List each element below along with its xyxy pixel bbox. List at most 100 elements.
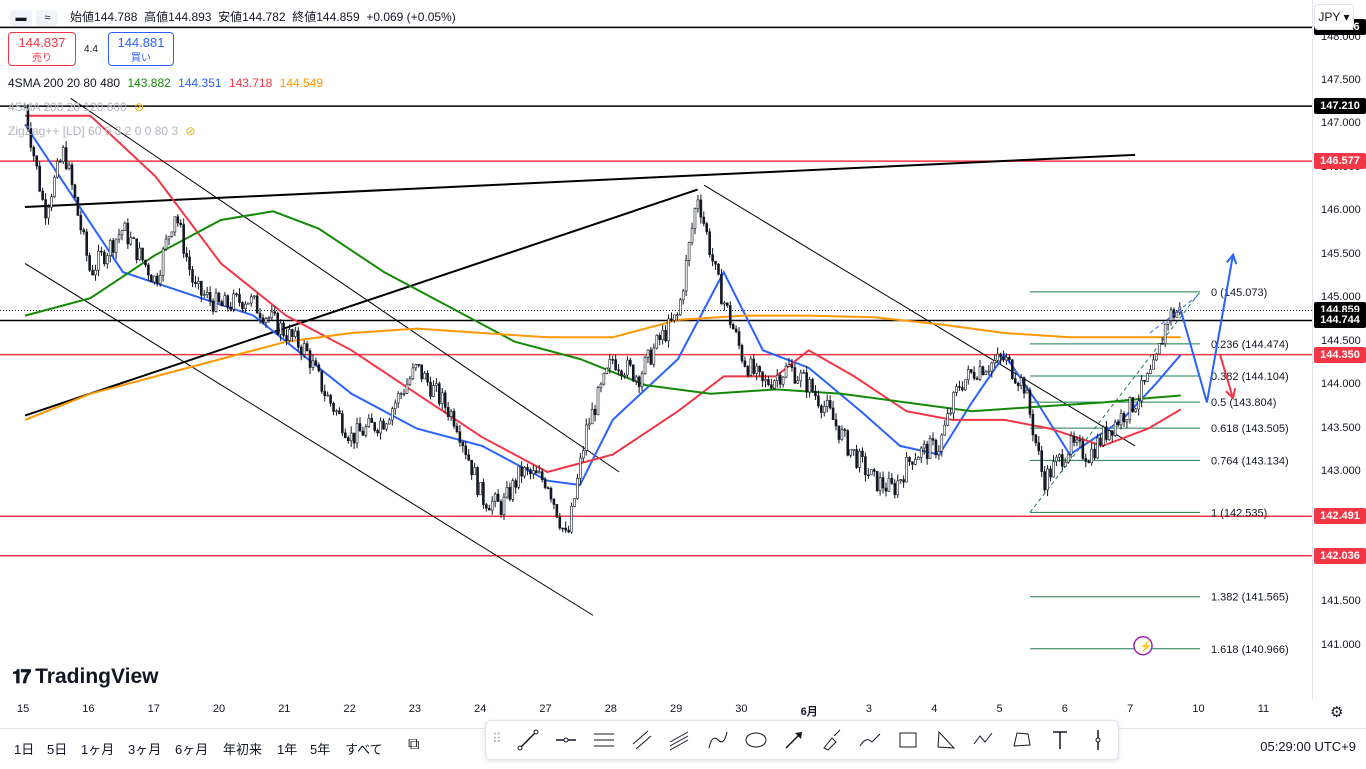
candle-body <box>972 371 976 379</box>
candle-body <box>502 496 506 515</box>
horizontal-line-icon[interactable] <box>554 728 578 752</box>
candle-body <box>1163 323 1167 345</box>
date-tick: 24 <box>474 703 487 715</box>
ellipse-icon[interactable] <box>744 728 768 752</box>
candle-body <box>161 248 165 276</box>
candle-body <box>570 505 573 533</box>
text-icon[interactable] <box>1048 728 1072 752</box>
candle-body <box>326 394 329 397</box>
candle-body <box>423 372 426 380</box>
path-icon[interactable] <box>858 728 882 752</box>
range-1m[interactable]: 1ヶ月 <box>81 742 115 757</box>
range-1d[interactable]: 1日 <box>14 742 35 757</box>
date-range-icon[interactable]: ⧉ <box>408 736 420 753</box>
candle-body <box>770 384 773 389</box>
vertical-line-icon[interactable] <box>1086 728 1110 752</box>
candle-body <box>473 467 476 476</box>
candle-body <box>952 392 955 414</box>
candle-body <box>946 413 949 426</box>
price-axis[interactable]: 141.000141.500142.000142.500143.000143.5… <box>1312 0 1366 700</box>
range-3m[interactable]: 3ヶ月 <box>128 742 162 757</box>
fib-level-label: 0.764 (143.134) <box>1211 455 1289 467</box>
rectangle-icon[interactable] <box>896 728 920 752</box>
candle-body <box>79 215 83 231</box>
candle-body <box>1175 311 1179 318</box>
candle-body <box>1125 419 1129 423</box>
candle-body <box>949 412 952 415</box>
buy-button[interactable]: 144.881 買い <box>108 32 174 66</box>
candle-body <box>637 376 641 387</box>
fib-level-label: 0 (145.073) <box>1211 287 1267 299</box>
projection-dashed <box>1149 293 1201 334</box>
candle-body <box>376 430 379 434</box>
candle-body <box>108 240 112 257</box>
eye-hidden-icon[interactable]: ⊘ <box>134 100 145 114</box>
range-6m[interactable]: 6ヶ月 <box>175 742 209 757</box>
candle-body <box>382 420 385 430</box>
candle-body <box>590 409 594 425</box>
channel-icon[interactable] <box>630 728 654 752</box>
candle-body <box>934 439 938 456</box>
candle-body <box>173 216 177 233</box>
candle-body <box>411 367 415 380</box>
candle-body <box>38 165 41 192</box>
collapse-icon[interactable]: ▬ <box>10 10 32 26</box>
settings-gear-icon[interactable]: ⚙ <box>1330 704 1344 721</box>
candle-body <box>828 400 832 409</box>
candle-body <box>302 343 306 355</box>
candle-body <box>144 259 147 266</box>
time-axis[interactable]: 15 16 17 20 21 22 23 24 27 28 29 30 6月 3 4 5 6 7 10 11 <box>0 700 1312 722</box>
range-5y[interactable]: 5年 <box>310 742 331 757</box>
indicator-legend-1[interactable]: 4SMA 200 20 80 480 143.882 144.351 143.7… <box>8 76 324 90</box>
currency-selector[interactable]: JPY ▾ <box>1314 4 1354 30</box>
drag-handle-icon[interactable]: ⠿ <box>492 731 502 746</box>
candle-body <box>567 529 570 533</box>
range-ytd[interactable]: 年初来 <box>223 742 263 757</box>
parallel-lines-icon[interactable] <box>592 728 616 752</box>
polygon-icon[interactable] <box>1010 728 1034 752</box>
candle-body <box>849 449 853 456</box>
candle-body <box>405 383 409 394</box>
pitchfork-icon[interactable] <box>668 728 692 752</box>
clock[interactable]: 05:29:00 UTC+9 <box>1260 739 1356 754</box>
candle-body <box>1081 440 1085 459</box>
candle-body <box>111 240 115 253</box>
candle-body <box>702 216 706 224</box>
candle-body <box>514 480 518 488</box>
ohlc-values: 始値144.788 高値144.893 安値144.782 終値144.859 … <box>70 10 456 24</box>
projection-arrowhead <box>1225 388 1237 401</box>
triangle-icon[interactable] <box>934 728 958 752</box>
wave-icon[interactable]: ≈ <box>36 10 59 26</box>
eye-hidden-icon[interactable]: ⊘ <box>185 124 196 138</box>
range-1y[interactable]: 1年 <box>277 742 298 757</box>
candle-body <box>896 480 900 496</box>
price-chart[interactable]: 0 (145.073) 0.236 (144.474) 0.382 (144.104… <box>0 0 1312 700</box>
candle-body <box>147 264 150 276</box>
curve-icon[interactable] <box>706 728 730 752</box>
date-tick: 15 <box>17 703 30 715</box>
candle-body <box>1072 435 1076 443</box>
candle-body <box>749 358 753 376</box>
trend-line-icon[interactable] <box>516 728 540 752</box>
xabcd-pattern-icon[interactable] <box>972 728 996 752</box>
candle-body <box>150 274 153 283</box>
candle-body <box>314 360 318 366</box>
lightning-glyph: ⚡ <box>1139 640 1153 653</box>
indicator-legend-2[interactable]: 4SMA 200 20 120 600 ⊘ <box>8 100 145 114</box>
candle-body <box>867 474 870 477</box>
range-all[interactable]: すべて <box>345 742 383 757</box>
candle-body <box>367 417 371 428</box>
candle-body <box>276 312 280 335</box>
date-tick: 20 <box>212 703 226 715</box>
range-5d[interactable]: 5日 <box>47 742 68 757</box>
brush-icon[interactable] <box>820 728 844 752</box>
candle-body <box>629 359 632 366</box>
candle-body <box>238 294 241 303</box>
sell-button[interactable]: 144.837 売り <box>8 32 76 66</box>
arrow-icon[interactable] <box>782 728 806 752</box>
candle-body <box>664 329 667 342</box>
horizontal-levels <box>0 26 1312 557</box>
indicator-legend-3[interactable]: ZigZag++ [LD] 60 5 3 2 0 0 80 3 ⊘ <box>8 124 196 138</box>
price-tick: 141.500 <box>1321 595 1361 608</box>
candle-body <box>1113 421 1117 436</box>
